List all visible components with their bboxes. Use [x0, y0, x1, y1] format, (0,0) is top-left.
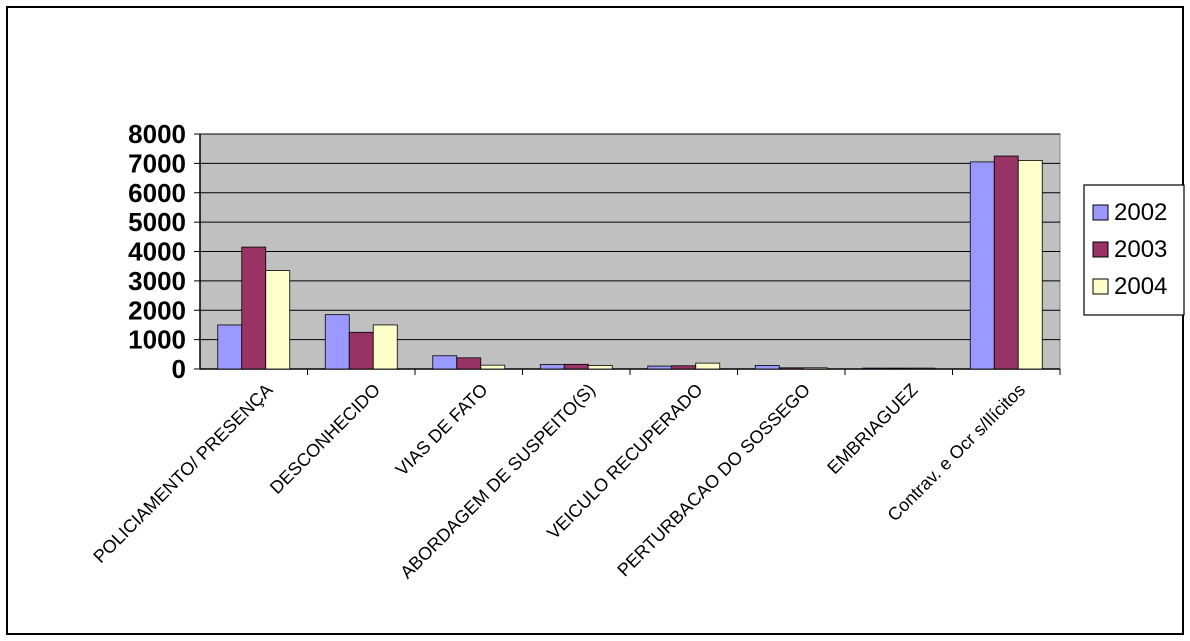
- bar-2002: [969, 161, 995, 370]
- bar-2003: [778, 367, 804, 370]
- bar-2004: [910, 367, 936, 370]
- bar-2002: [539, 364, 565, 370]
- x-category-label: ABORDAGEM DE SUSPEITO(S): [396, 380, 599, 583]
- bar-2004: [372, 324, 398, 370]
- bar-2003: [886, 367, 912, 370]
- bar-2002: [754, 365, 780, 370]
- bar-2003: [563, 363, 589, 370]
- bar-2003: [456, 357, 482, 370]
- bar-2002: [862, 367, 888, 370]
- bar-2004: [695, 362, 721, 370]
- bar-2002: [324, 314, 350, 370]
- bar-2003: [348, 331, 374, 370]
- y-tick-label: 0: [172, 354, 186, 384]
- y-tick-label: 7000: [128, 148, 186, 178]
- x-category-label: EMBRIAGUEZ: [823, 380, 921, 478]
- x-category-label: DESCONHECIDO: [266, 380, 384, 498]
- bar-2004: [480, 364, 506, 370]
- bar-2004: [587, 365, 613, 370]
- legend-label-2002: 2002: [1114, 199, 1167, 226]
- legend-swatch-2003: [1092, 241, 1109, 258]
- chart-frame: 0 1000 2000 3000 4000 5000 6000 7000 8000 POLICIA…: [6, 6, 1185, 635]
- y-tick-label: 6000: [128, 178, 186, 208]
- y-tick-label: 1000: [128, 325, 186, 355]
- bar-2002: [647, 365, 673, 370]
- x-category-label: VIAS DE FATO: [392, 380, 492, 480]
- y-tick-label: 4000: [128, 237, 186, 267]
- y-tick-label: 2000: [128, 295, 186, 325]
- bar-2002: [217, 324, 243, 370]
- x-category-label: PERTURBACAO DO SOSSEGO: [613, 380, 814, 581]
- bar-2003: [993, 155, 1019, 370]
- x-category-label: POLICIAMENTO/ PRESENÇA: [89, 380, 276, 567]
- y-tick-label: 8000: [128, 119, 186, 149]
- bar-2004: [802, 367, 828, 370]
- bar-2004: [1017, 160, 1043, 370]
- bar-2002: [432, 355, 458, 370]
- bar-2003: [671, 365, 697, 370]
- legend-label-2004: 2004: [1114, 273, 1167, 300]
- legend-label-2003: 2003: [1114, 236, 1167, 263]
- bar-2004: [265, 270, 291, 370]
- legend-swatch-2004: [1092, 278, 1109, 295]
- bar-2003: [241, 246, 267, 370]
- y-tick-label: 5000: [128, 207, 186, 237]
- y-tick-label: 3000: [128, 266, 186, 296]
- legend-swatch-2002: [1092, 204, 1109, 221]
